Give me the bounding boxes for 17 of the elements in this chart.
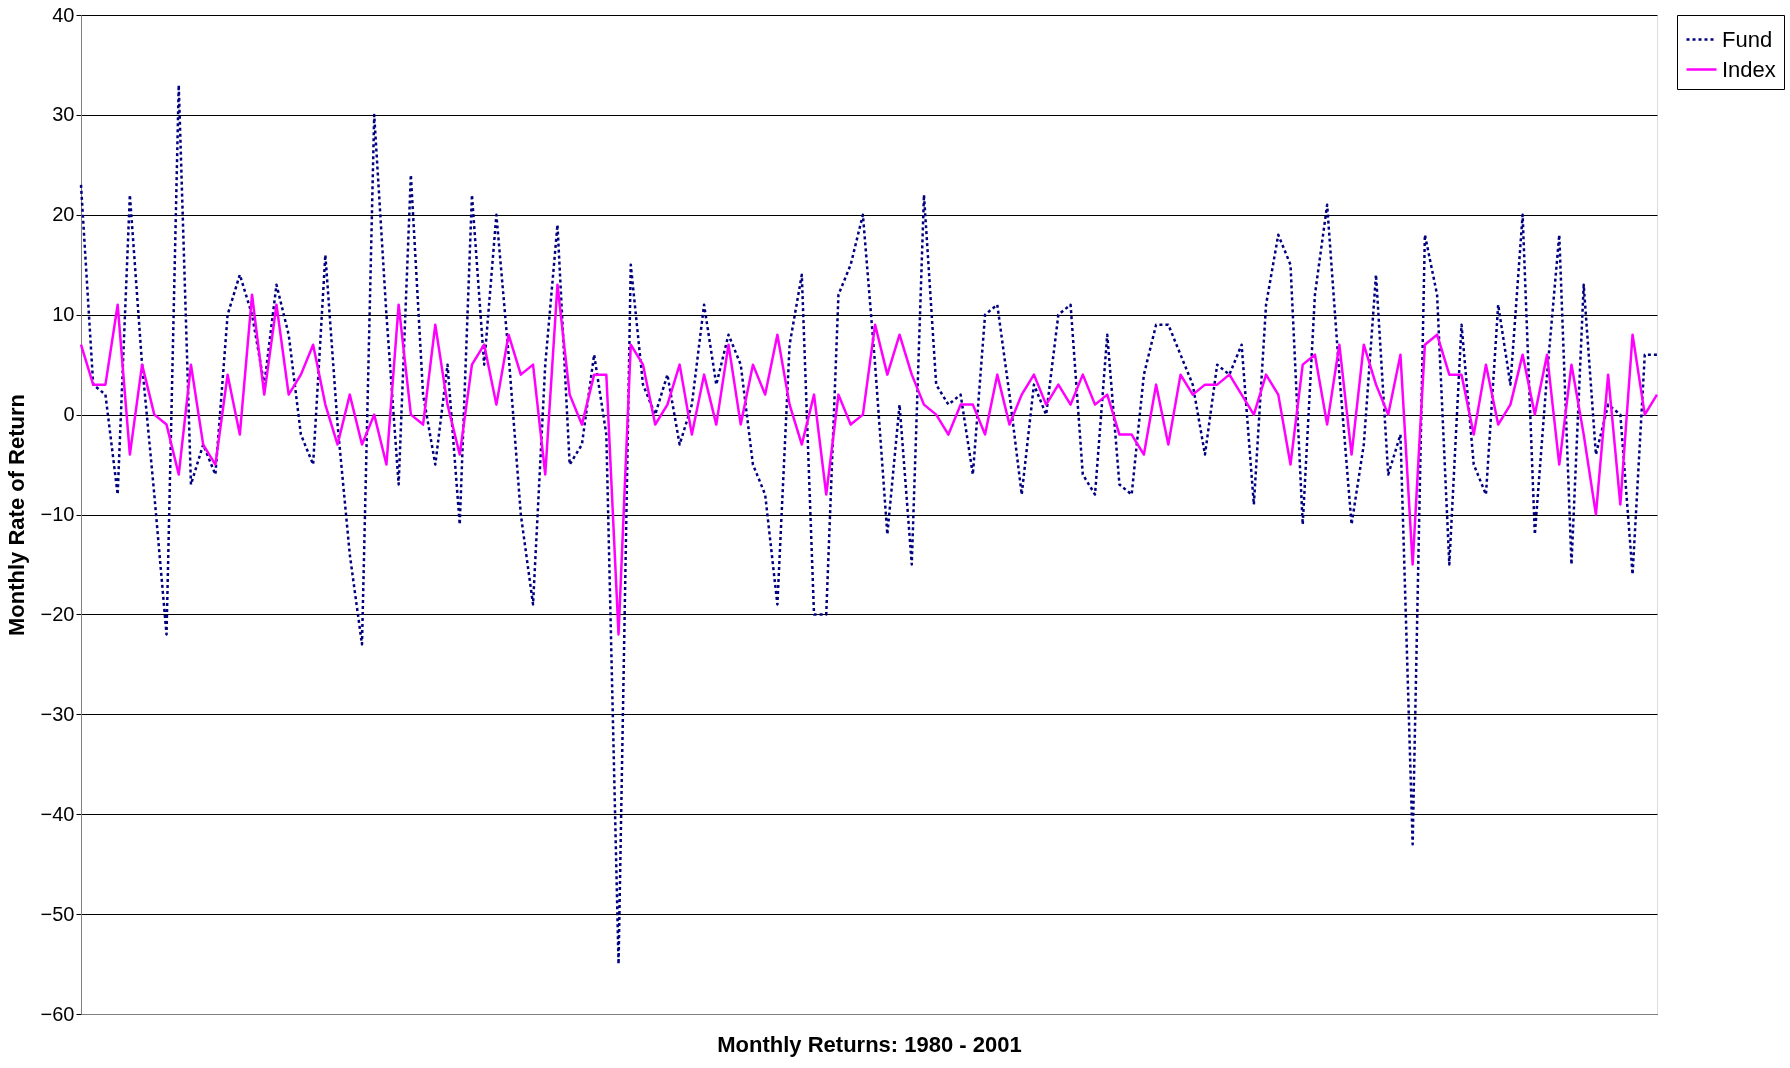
y-tick-label: 40 xyxy=(52,3,75,26)
line-series xyxy=(79,83,1659,966)
y-tick-label: −50 xyxy=(40,902,75,925)
y-tick-label: 20 xyxy=(52,203,75,226)
y-axis-title: Monthly Rate of Return xyxy=(3,394,29,636)
y-tick-label: −40 xyxy=(40,802,75,825)
y-tick-label: −10 xyxy=(40,503,75,525)
x-axis-title: Monthly Returns: 1980 - 2001 xyxy=(717,1031,1022,1057)
y-tick-label: −20 xyxy=(40,602,75,625)
line-series xyxy=(79,283,1659,636)
y-tick-label: 0 xyxy=(63,403,75,426)
legend-label: Index xyxy=(1722,56,1776,82)
legend-label: Fund xyxy=(1722,26,1773,52)
y-tick-label: −60 xyxy=(40,1002,75,1025)
y-tick-label: −30 xyxy=(40,702,75,725)
y-tick-label: 10 xyxy=(52,303,75,326)
y-tick-label: 30 xyxy=(52,103,75,126)
